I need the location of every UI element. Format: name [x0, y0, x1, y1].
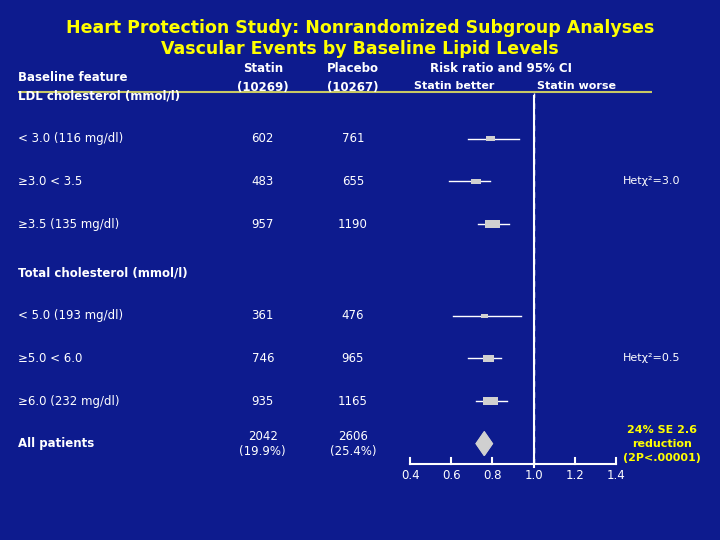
Text: 1.4: 1.4: [606, 469, 625, 482]
Text: 655: 655: [342, 175, 364, 188]
Text: Heart Protection Study: Nonrandomized Subgroup Analyses: Heart Protection Study: Nonrandomized Su…: [66, 19, 654, 37]
Text: < 5.0 (193 mg/dl): < 5.0 (193 mg/dl): [18, 309, 123, 322]
Text: 0.6: 0.6: [442, 469, 461, 482]
Text: < 3.0 (116 mg/dl): < 3.0 (116 mg/dl): [18, 132, 123, 145]
Text: 1.2: 1.2: [565, 469, 584, 482]
Text: 746: 746: [251, 352, 274, 365]
Text: 761: 761: [341, 132, 364, 145]
Text: LDL cholesterol (mmol/l): LDL cholesterol (mmol/l): [18, 90, 180, 103]
Text: Hetχ²=3.0: Hetχ²=3.0: [623, 177, 680, 186]
Text: 24% SE 2.6
reduction
(2P<.00001): 24% SE 2.6 reduction (2P<.00001): [623, 424, 701, 463]
Text: ≥6.0 (232 mg/dl): ≥6.0 (232 mg/dl): [18, 395, 120, 408]
Text: ≥3.5 (135 mg/dl): ≥3.5 (135 mg/dl): [18, 218, 120, 231]
Text: (10267): (10267): [327, 81, 379, 94]
Text: 483: 483: [252, 175, 274, 188]
Text: 935: 935: [252, 395, 274, 408]
Text: Risk ratio and 95% CI: Risk ratio and 95% CI: [430, 62, 572, 75]
Text: Vascular Events by Baseline Lipid Levels: Vascular Events by Baseline Lipid Levels: [161, 40, 559, 58]
Text: Placebo: Placebo: [327, 62, 379, 75]
Text: ≥5.0 < 6.0: ≥5.0 < 6.0: [18, 352, 82, 365]
Text: Baseline feature: Baseline feature: [18, 71, 127, 84]
Text: 476: 476: [341, 309, 364, 322]
Text: 1190: 1190: [338, 218, 368, 231]
Text: Statin: Statin: [243, 62, 283, 75]
Text: 2606
(25.4%): 2606 (25.4%): [330, 430, 376, 457]
Text: ≥3.0 < 3.5: ≥3.0 < 3.5: [18, 175, 82, 188]
Text: 1165: 1165: [338, 395, 368, 408]
Text: (10269): (10269): [237, 81, 289, 94]
Polygon shape: [476, 432, 492, 456]
Text: 0.8: 0.8: [483, 469, 502, 482]
Text: 361: 361: [251, 309, 274, 322]
Text: 602: 602: [251, 132, 274, 145]
Text: 2042
(19.9%): 2042 (19.9%): [240, 430, 286, 457]
Text: 0.4: 0.4: [401, 469, 420, 482]
Text: 957: 957: [251, 218, 274, 231]
Text: Statin worse: Statin worse: [537, 81, 616, 91]
Text: 1.0: 1.0: [524, 469, 543, 482]
Text: Hetχ²=0.5: Hetχ²=0.5: [623, 353, 680, 363]
Text: All patients: All patients: [18, 437, 94, 450]
Text: Statin better: Statin better: [414, 81, 495, 91]
Text: 965: 965: [341, 352, 364, 365]
Text: Total cholesterol (mmol/l): Total cholesterol (mmol/l): [18, 267, 188, 280]
